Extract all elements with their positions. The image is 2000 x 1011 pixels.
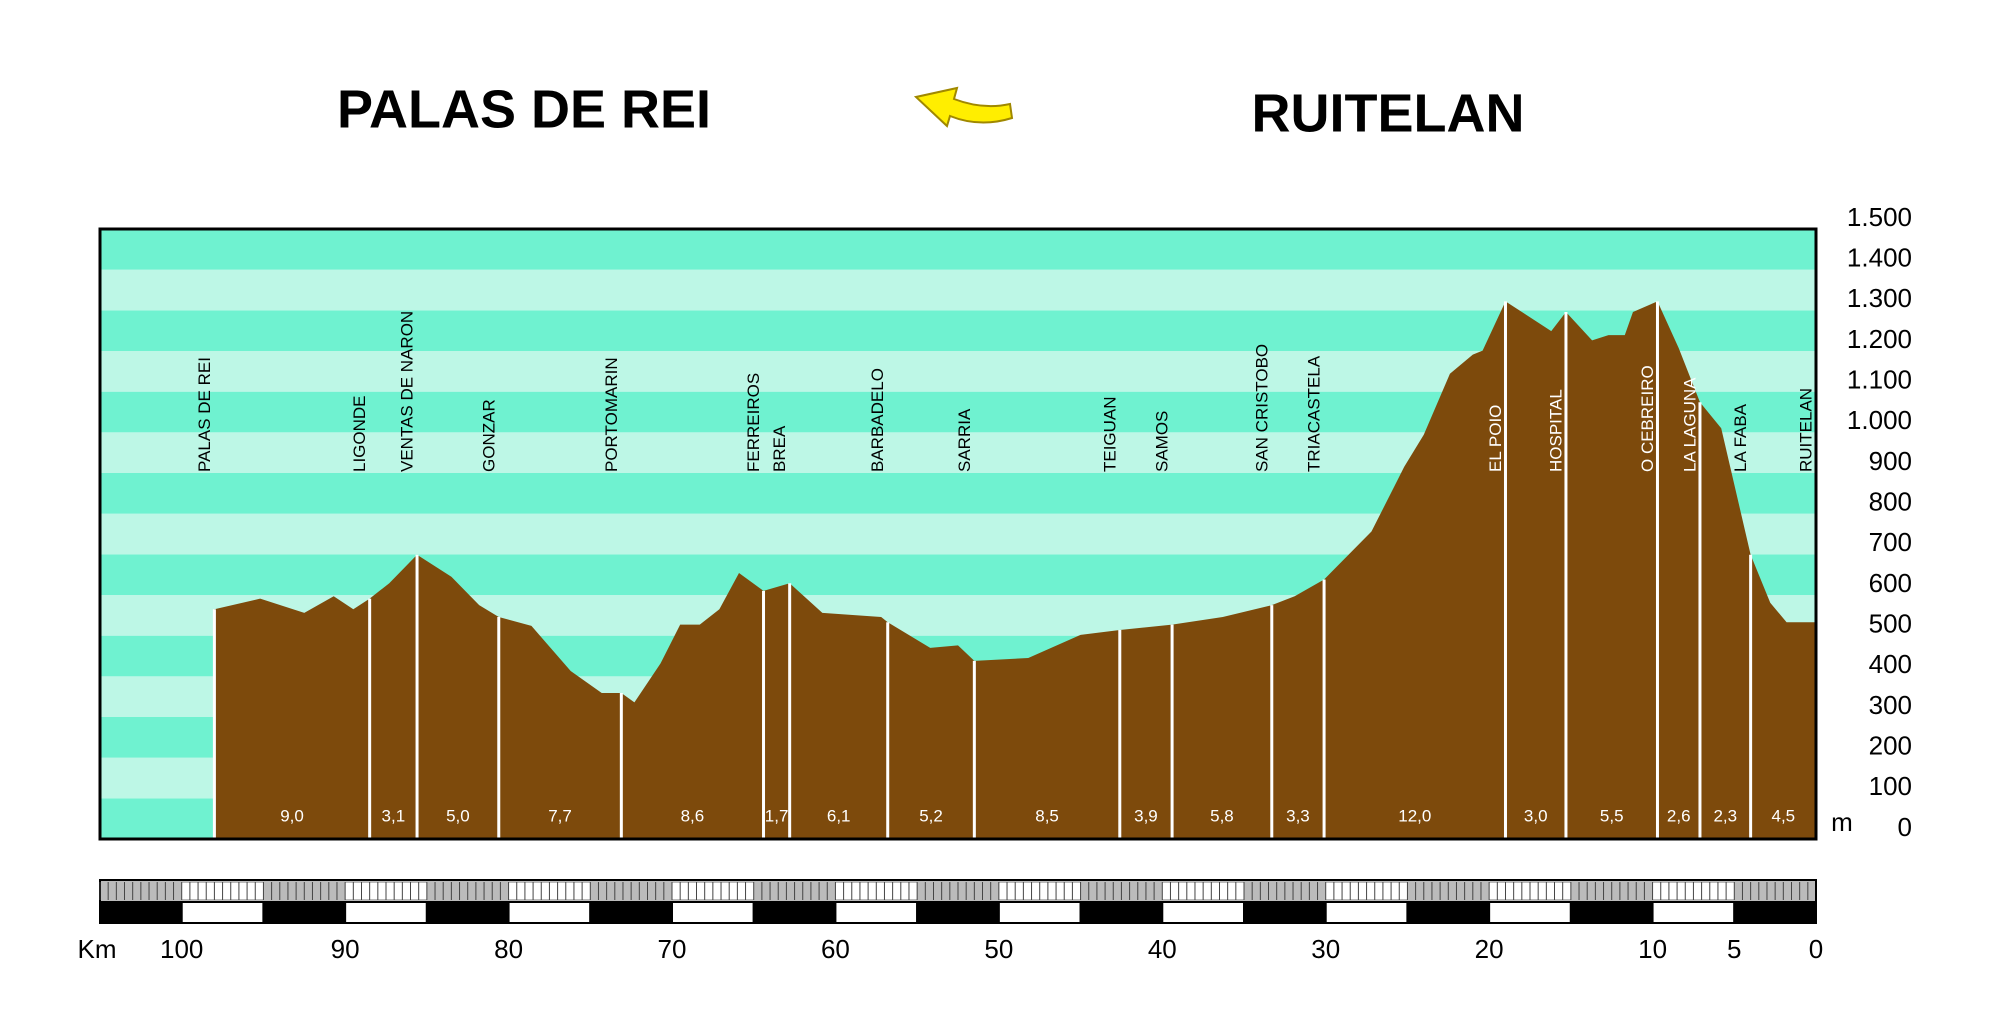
scale-bar-block xyxy=(507,901,592,924)
y-tick-label: 1.100 xyxy=(1847,365,1912,395)
segment-distance: 4,5 xyxy=(1771,806,1795,825)
segment-distance: 2,6 xyxy=(1667,806,1691,825)
y-tick-label: 0 xyxy=(1898,812,1912,842)
y-tick-label: 200 xyxy=(1869,731,1912,761)
segment-distance: 8,5 xyxy=(1035,806,1059,825)
scale-bar-block xyxy=(1733,901,1818,924)
town-label: LA LAGUNA xyxy=(1680,377,1699,472)
x-tick-label: 30 xyxy=(1311,934,1340,964)
town-label: EL POIO xyxy=(1486,405,1505,472)
direction-arrow xyxy=(913,86,1014,128)
x-tick-label: 10 xyxy=(1638,934,1667,964)
town-label: BREA xyxy=(770,425,789,472)
town-label: RUITELAN xyxy=(1796,388,1815,472)
y-tick-label: 1.500 xyxy=(1847,202,1912,232)
scale-bar-block xyxy=(1488,901,1572,924)
town-label: LIGONDE xyxy=(350,395,369,472)
segment-distance: 5,8 xyxy=(1210,806,1234,825)
scale-bar-block xyxy=(180,901,265,924)
grid-band xyxy=(100,229,1816,270)
segment-distance: 9,0 xyxy=(280,806,304,825)
town-label: FERREIROS xyxy=(744,373,763,472)
y-tick-label: 1.200 xyxy=(1847,324,1912,354)
town-label: GONZAR xyxy=(479,399,498,472)
scale-bar-block xyxy=(1406,901,1491,924)
town-label: SAN CRISTOBO xyxy=(1252,344,1271,472)
scale-bar-block xyxy=(262,901,347,924)
segment-distance: 3,0 xyxy=(1524,806,1548,825)
y-tick-label: 1.300 xyxy=(1847,283,1912,313)
title-right: RUITELAN xyxy=(1252,83,1525,143)
y-tick-label: 800 xyxy=(1869,487,1912,517)
scale-bar-block xyxy=(1243,901,1327,924)
scale-bar-block xyxy=(752,901,837,924)
x-tick-label: 80 xyxy=(494,934,523,964)
scale-bar-block xyxy=(1569,901,1654,924)
y-tick-label: 900 xyxy=(1869,446,1912,476)
scale-bar-block xyxy=(589,901,673,924)
plot-frame xyxy=(98,227,1818,841)
x-tick-label: 40 xyxy=(1148,934,1177,964)
town-label: SARRIA xyxy=(955,408,974,472)
x-tick-label: 100 xyxy=(160,934,203,964)
segment-distance: 8,6 xyxy=(681,806,705,825)
segment-distance: 1,7 xyxy=(765,806,789,825)
x-tick-label: 90 xyxy=(331,934,360,964)
segment-distance: 2,3 xyxy=(1713,806,1737,825)
scale-bar-block xyxy=(997,901,1082,924)
x-tick-label: 20 xyxy=(1475,934,1504,964)
x-axis-label: Km xyxy=(78,934,117,964)
segment-distance: 7,7 xyxy=(548,806,572,825)
scale-bar-block xyxy=(671,901,755,924)
scale-bar-block xyxy=(99,901,183,924)
segment-distance: 3,9 xyxy=(1134,806,1158,825)
town-label: O CEBREIRO xyxy=(1638,365,1657,472)
segment-distance: 12,0 xyxy=(1398,806,1431,825)
y-tick-label: 400 xyxy=(1869,649,1912,679)
elevation-area xyxy=(214,301,1816,839)
title-left: PALAS DE REI xyxy=(337,79,711,139)
town-label: TEIGUAN xyxy=(1100,396,1119,472)
segment-distance: 5,2 xyxy=(919,806,943,825)
scale-bar-block xyxy=(344,901,428,924)
scale-bar-block xyxy=(1324,901,1409,924)
town-label: LA FABA xyxy=(1731,403,1750,472)
y-tick-label: 600 xyxy=(1869,568,1912,598)
segment-distance: 5,0 xyxy=(446,806,470,825)
segment-distance: 5,5 xyxy=(1600,806,1624,825)
x-tick-label: 0 xyxy=(1809,934,1823,964)
scale-bar-block xyxy=(916,901,1000,924)
grid-band xyxy=(100,269,1816,311)
y-tick-label: 500 xyxy=(1869,609,1912,639)
y-tick-label: 1.000 xyxy=(1847,405,1912,435)
segment-distance: 6,1 xyxy=(827,806,851,825)
town-label: PALAS DE REI xyxy=(195,357,214,472)
scale-bar-block xyxy=(1161,901,1246,924)
scale-bar-block xyxy=(1079,901,1164,924)
x-tick-label: 60 xyxy=(821,934,850,964)
scale-bar-block xyxy=(1651,901,1736,924)
town-label: SAMOS xyxy=(1153,411,1172,472)
y-tick-label: 700 xyxy=(1869,527,1912,557)
town-label: HOSPITAL xyxy=(1546,389,1565,472)
y-axis-label: m xyxy=(1831,807,1853,837)
y-tick-label: 300 xyxy=(1869,690,1912,720)
x-tick-label: 50 xyxy=(984,934,1013,964)
scale-bar-block xyxy=(425,901,510,924)
scale-bar-block xyxy=(834,901,919,924)
town-label: TRIACASTELA xyxy=(1305,355,1324,472)
town-label: BARBADELO xyxy=(868,368,887,472)
y-tick-label: 1.400 xyxy=(1847,243,1912,273)
town-label: VENTAS DE NARON xyxy=(398,311,417,472)
town-label: PORTOMARIN xyxy=(602,357,621,472)
x-tick-label: 70 xyxy=(658,934,687,964)
segment-distance: 3,1 xyxy=(382,806,406,825)
x-tick-label: 5 xyxy=(1727,934,1741,964)
y-tick-label: 100 xyxy=(1869,771,1912,801)
segment-distance: 3,3 xyxy=(1286,806,1310,825)
